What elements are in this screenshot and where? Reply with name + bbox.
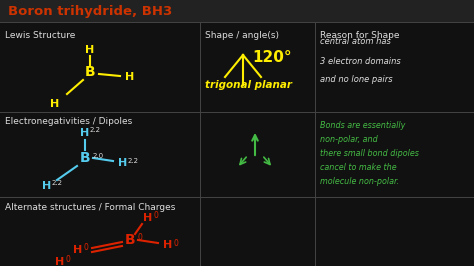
Text: 2.2: 2.2 (90, 127, 101, 133)
Text: 0: 0 (174, 239, 179, 247)
Text: B: B (80, 151, 91, 165)
Text: non-polar, and: non-polar, and (320, 135, 378, 144)
Text: 0: 0 (154, 210, 159, 219)
Text: 0: 0 (138, 234, 143, 243)
Text: and no lone pairs: and no lone pairs (320, 76, 392, 85)
Text: H: H (81, 128, 90, 138)
Text: Lewis Structure: Lewis Structure (5, 31, 75, 39)
Text: central atom has: central atom has (320, 38, 391, 47)
Text: 2.2: 2.2 (52, 180, 63, 186)
Text: 120°: 120° (252, 51, 292, 65)
Text: H: H (73, 245, 82, 255)
Text: 0: 0 (84, 243, 89, 251)
Text: Reason for Shape: Reason for Shape (320, 31, 400, 39)
Text: H: H (118, 158, 128, 168)
Text: 0: 0 (66, 255, 71, 264)
Text: Bonds are essentially: Bonds are essentially (320, 122, 405, 131)
Text: Shape / angle(s): Shape / angle(s) (205, 31, 279, 39)
Text: 3 electron domains: 3 electron domains (320, 56, 401, 65)
Text: H: H (143, 213, 153, 223)
Text: 2.0: 2.0 (93, 153, 104, 159)
Text: trigonal planar: trigonal planar (205, 80, 292, 90)
Text: cancel to make the: cancel to make the (320, 164, 397, 172)
FancyBboxPatch shape (0, 0, 474, 22)
Text: there small bond dipoles: there small bond dipoles (320, 149, 419, 159)
Text: H: H (42, 181, 52, 191)
Text: molecule non-polar.: molecule non-polar. (320, 177, 399, 186)
Text: Boron trihydride, BH3: Boron trihydride, BH3 (8, 5, 172, 18)
Text: Electronegativities / Dipoles: Electronegativities / Dipoles (5, 118, 132, 127)
Text: H: H (55, 257, 64, 266)
Text: H: H (85, 45, 95, 55)
Text: H: H (164, 240, 173, 250)
Text: B: B (125, 233, 135, 247)
Text: H: H (126, 72, 135, 82)
Text: Alternate structures / Formal Charges: Alternate structures / Formal Charges (5, 202, 175, 211)
Text: H: H (50, 99, 60, 109)
Text: B: B (85, 65, 95, 79)
Text: 2.2: 2.2 (128, 158, 139, 164)
